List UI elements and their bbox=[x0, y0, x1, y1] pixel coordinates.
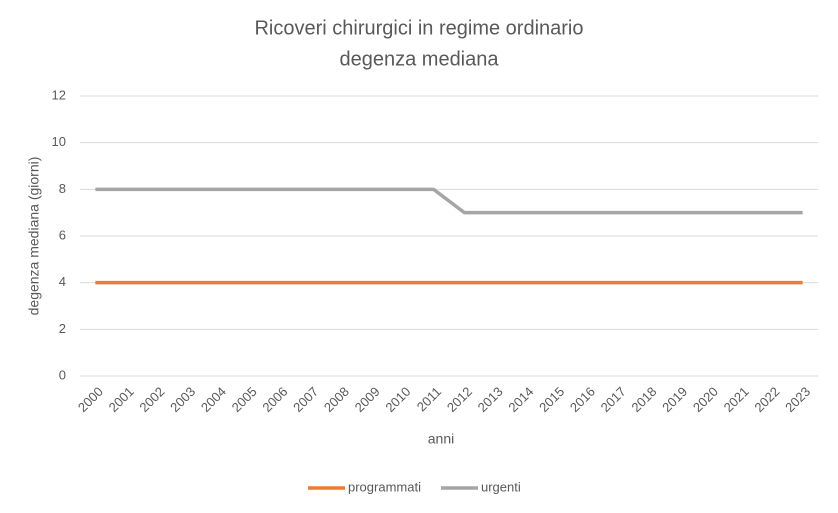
x-tick-label: 2003 bbox=[167, 384, 198, 415]
y-tick-label: 0 bbox=[59, 367, 66, 382]
x-tick-label: 2005 bbox=[229, 384, 260, 415]
chart-subtitle: degenza mediana bbox=[339, 48, 499, 70]
x-tick-label: 2012 bbox=[444, 384, 475, 415]
y-tick-label: 12 bbox=[52, 87, 66, 102]
y-tick-label: 6 bbox=[59, 227, 66, 242]
x-tick-label: 2023 bbox=[782, 384, 813, 415]
x-tick-label: 2015 bbox=[536, 384, 567, 415]
chart-title: Ricoveri chirurgici in regime ordinario bbox=[254, 17, 583, 39]
x-tick-label: 2002 bbox=[136, 384, 167, 415]
x-tick-label: 2004 bbox=[198, 384, 229, 415]
x-tick-label: 2006 bbox=[259, 384, 290, 415]
series-line bbox=[95, 187, 803, 215]
x-tick-label: 2010 bbox=[382, 384, 413, 415]
x-tick-label: 2022 bbox=[751, 384, 782, 415]
x-tick-label: 2013 bbox=[475, 384, 506, 415]
x-tick-label: 2011 bbox=[414, 384, 444, 414]
x-tick-label: 2014 bbox=[505, 384, 536, 415]
y-tick-label: 10 bbox=[52, 134, 66, 149]
y-tick-label: 8 bbox=[59, 181, 66, 196]
x-tick-label: 2000 bbox=[75, 384, 106, 415]
x-tick-label: 2001 bbox=[106, 384, 137, 415]
x-tick-label: 2019 bbox=[659, 384, 690, 415]
x-tick-label: 2007 bbox=[290, 384, 321, 415]
x-axis-label: anni bbox=[428, 431, 454, 447]
x-tick-label: 2008 bbox=[321, 384, 352, 415]
y-tick-label: 2 bbox=[59, 321, 66, 336]
x-tick-label: 2020 bbox=[690, 384, 721, 415]
x-tick-label: 2021 bbox=[721, 384, 752, 415]
legend-label: urgenti bbox=[481, 479, 521, 494]
x-tick-label: 2018 bbox=[628, 384, 659, 415]
x-tick-label: 2016 bbox=[567, 384, 598, 415]
y-axis-label: degenza mediana (giorni) bbox=[26, 157, 42, 316]
x-tick-label: 2009 bbox=[352, 384, 383, 415]
y-tick-label: 4 bbox=[59, 274, 66, 289]
legend-label: programmati bbox=[348, 479, 421, 494]
x-tick-label: 2017 bbox=[598, 384, 629, 415]
